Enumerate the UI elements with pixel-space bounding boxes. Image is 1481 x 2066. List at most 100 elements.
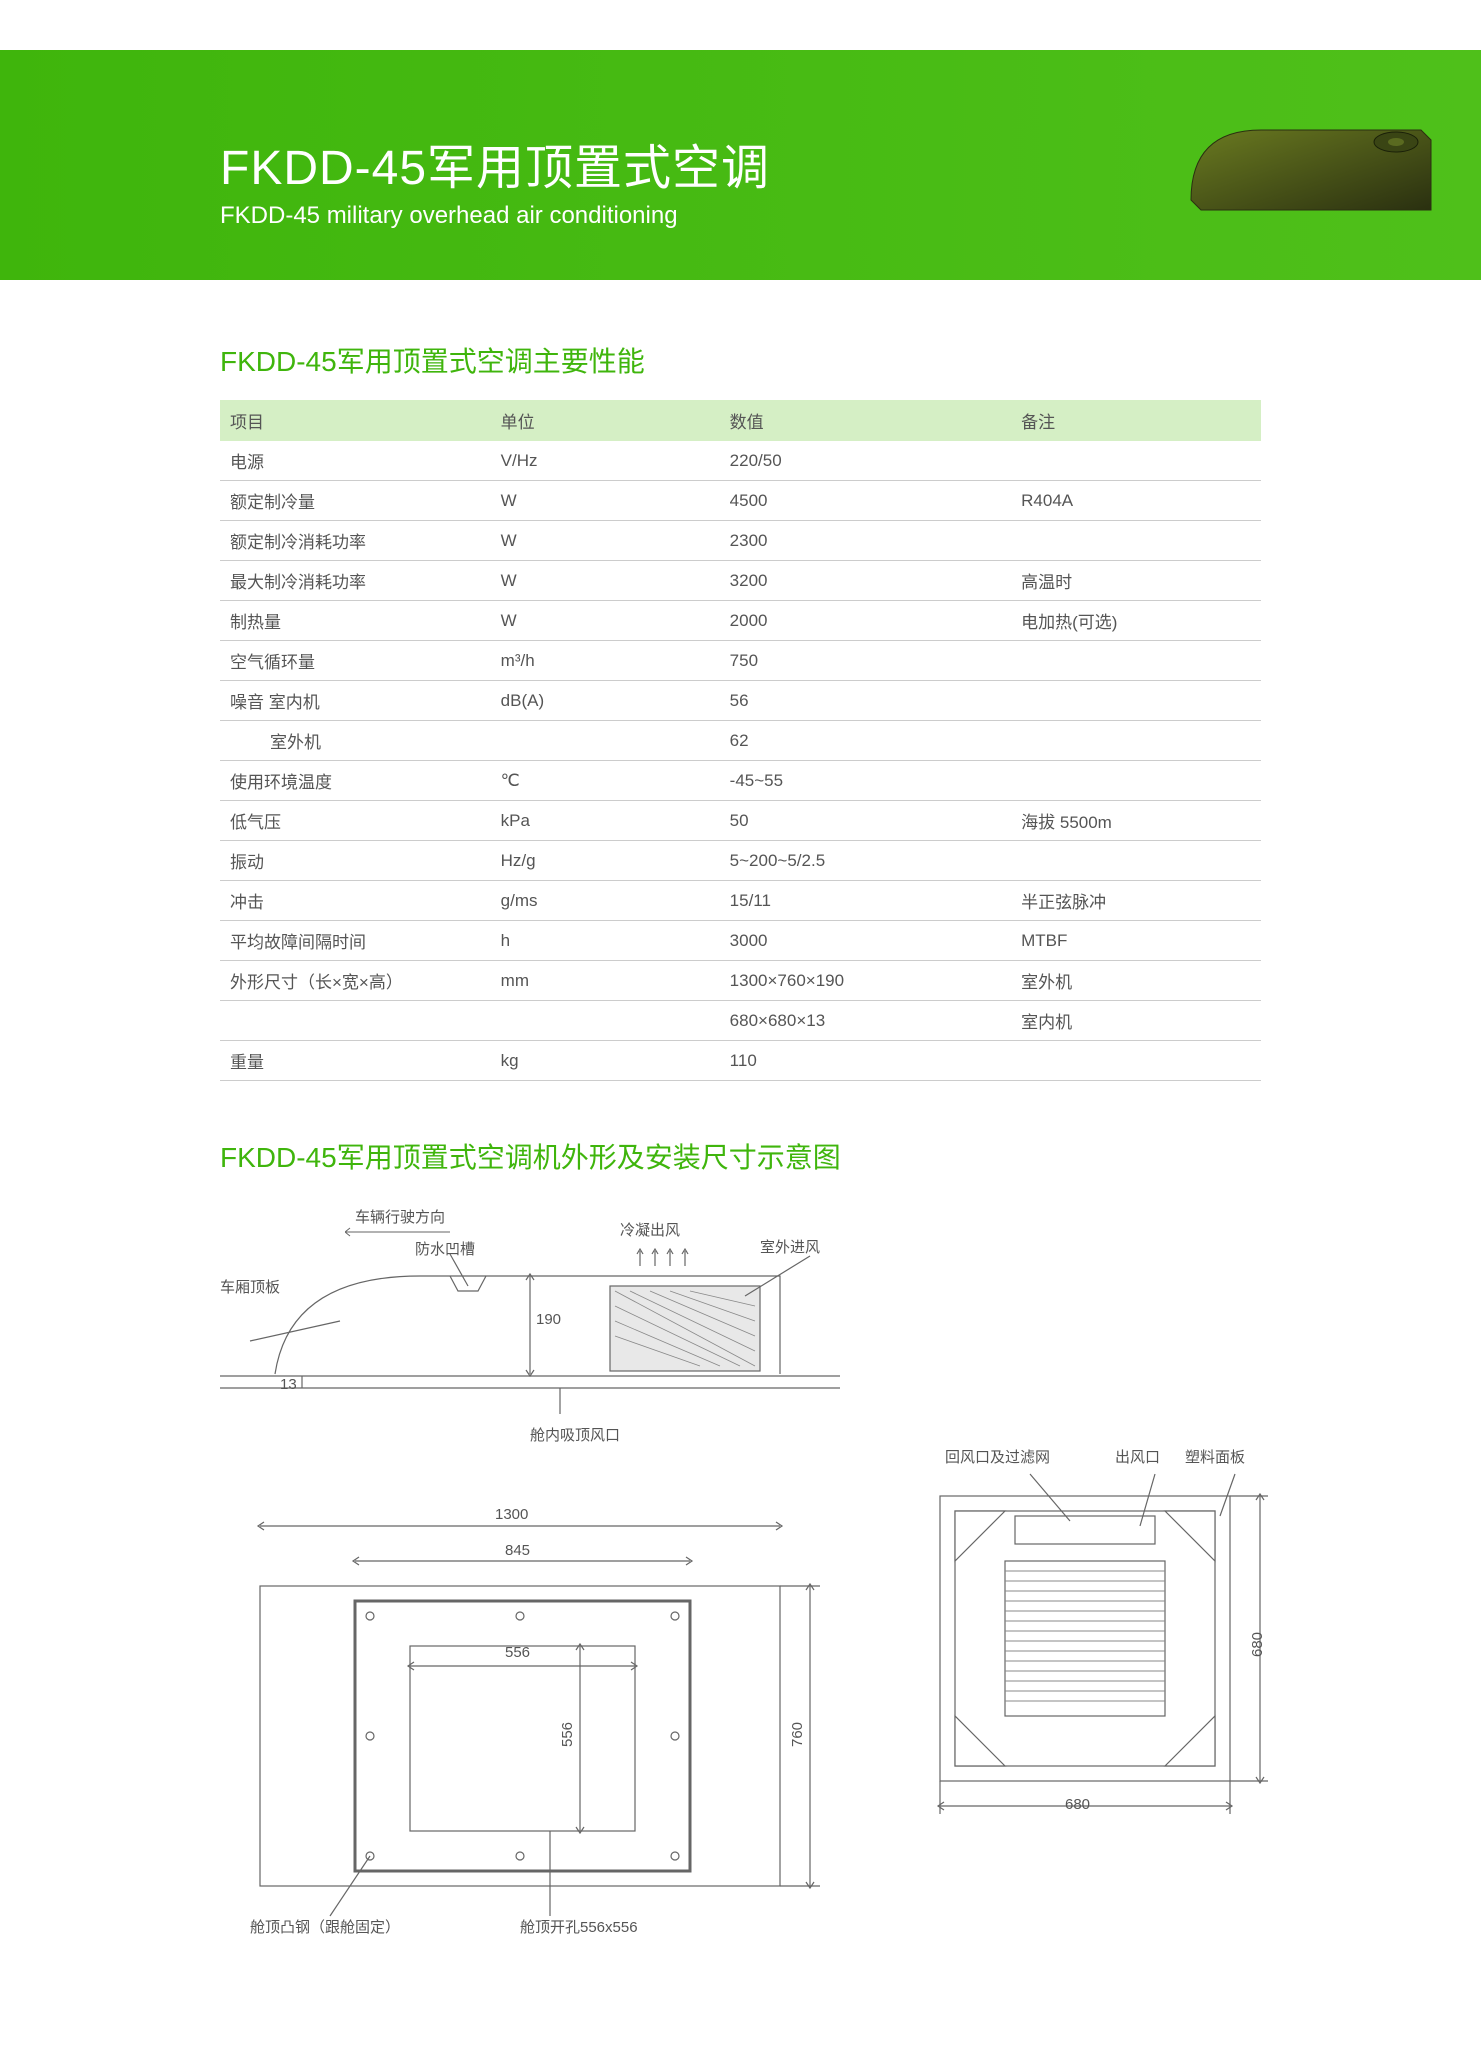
dim-190: 190 [536,1311,561,1328]
cell-value: 62 [720,721,1011,761]
table-row: 最大制冷消耗功率W3200高温时 [220,561,1261,601]
cell-note: 室内机 [1011,1001,1261,1041]
table-row: 额定制冷量W4500R404A [220,481,1261,521]
cell-item: 空气循环量 [220,641,491,681]
cell-unit: V/Hz [491,441,720,481]
cell-value: 5~200~5/2.5 [720,841,1011,881]
cell-note: 电加热(可选) [1011,601,1261,641]
cell-value: 2300 [720,521,1011,561]
indoor-unit-diagram [920,1466,1280,1826]
cell-unit: m³/h [491,641,720,681]
diagram-section-title: FKDD-45军用顶置式空调机外形及安装尺寸示意图 [220,1136,1261,1176]
cell-unit: W [491,601,720,641]
lbl-outdoor-in: 室外进风 [760,1236,820,1257]
table-row: 制热量W2000电加热(可选) [220,601,1261,641]
th-item: 项目 [220,400,491,441]
cell-item: 额定制冷消耗功率 [220,521,491,561]
cell-item: 噪音 室内机 [220,681,491,721]
cell-value: 110 [720,1041,1011,1081]
lbl-condensate: 冷凝出风 [620,1219,680,1240]
cell-value: 2000 [720,601,1011,641]
cell-unit: mm [491,961,720,1001]
lbl-return-air: 回风口及过滤网 [945,1446,1050,1467]
spec-table: 项目 单位 数值 备注 电源V/Hz220/50额定制冷量W4500R404A额… [220,400,1261,1081]
table-row: 使用环境温度℃-45~55 [220,761,1261,801]
table-row: 680×680×13室内机 [220,1001,1261,1041]
diagram-area: 车辆行驶方向 防水凹槽 车厢顶板 冷凝出风 室外进风 190 13 舱内吸顶风口 [220,1206,1261,1986]
dim-680w: 680 [1065,1796,1090,1813]
dim-556w: 556 [505,1644,530,1661]
cell-unit: dB(A) [491,681,720,721]
cell-item [220,1001,491,1041]
cell-note [1011,761,1261,801]
dim-845: 845 [505,1542,530,1559]
table-row: 外形尺寸（长×宽×高）mm1300×760×190室外机 [220,961,1261,1001]
cell-note [1011,841,1261,881]
cell-item: 低气压 [220,801,491,841]
cell-note: 室外机 [1011,961,1261,1001]
cell-value: 1300×760×190 [720,961,1011,1001]
cell-note: 高温时 [1011,561,1261,601]
cell-unit: ℃ [491,761,720,801]
cell-note: MTBF [1011,921,1261,961]
table-row: 冲击g/ms15/11半正弦脉冲 [220,881,1261,921]
top-view-diagram [220,1506,840,1946]
lbl-roof-hole: 舱顶开孔556x556 [520,1916,638,1937]
cell-item: 使用环境温度 [220,761,491,801]
cell-note: 海拔 5500m [1011,801,1261,841]
cell-item: 振动 [220,841,491,881]
th-note: 备注 [1011,400,1261,441]
table-row: 平均故障间隔时间h3000MTBF [220,921,1261,961]
cell-unit: kg [491,1041,720,1081]
lbl-waterproof: 防水凹槽 [415,1238,475,1259]
cell-item: 室外机 [220,721,491,761]
cell-note [1011,441,1261,481]
cell-note [1011,521,1261,561]
cell-value: 15/11 [720,881,1011,921]
th-unit: 单位 [491,400,720,441]
cell-item: 额定制冷量 [220,481,491,521]
cell-item: 制热量 [220,601,491,641]
dim-760: 760 [789,1722,806,1747]
cell-note [1011,721,1261,761]
table-row: 额定制冷消耗功率W2300 [220,521,1261,561]
table-row: 噪音 室内机dB(A)56 [220,681,1261,721]
table-row: 电源V/Hz220/50 [220,441,1261,481]
cell-value: 680×680×13 [720,1001,1011,1041]
cell-value: 56 [720,681,1011,721]
lbl-ceiling-vent: 舱内吸顶风口 [530,1424,620,1445]
cell-unit: kPa [491,801,720,841]
table-row: 重量kg110 [220,1041,1261,1081]
side-view-diagram [220,1236,840,1426]
cell-note: 半正弦脉冲 [1011,881,1261,921]
cell-note [1011,681,1261,721]
spec-section-title: FKDD-45军用顶置式空调主要性能 [220,340,1261,380]
cell-item: 冲击 [220,881,491,921]
cell-unit: Hz/g [491,841,720,881]
dim-680h: 680 [1249,1632,1266,1657]
cell-item: 电源 [220,441,491,481]
cell-value: 3000 [720,921,1011,961]
cell-unit: W [491,561,720,601]
product-image [1171,100,1441,240]
cell-unit: h [491,921,720,961]
content-area: FKDD-45军用顶置式空调主要性能 项目 单位 数值 备注 电源V/Hz220… [0,280,1481,2066]
spec-table-header-row: 项目 单位 数值 备注 [220,400,1261,441]
lbl-roof-panel: 车厢顶板 [220,1276,280,1297]
dim-13: 13 [280,1376,297,1393]
hero-banner: FKDD-45军用顶置式空调 FKDD-45 military overhead… [0,50,1481,280]
dim-556h: 556 [559,1722,576,1747]
cell-value: -45~55 [720,761,1011,801]
cell-unit: g/ms [491,881,720,921]
cell-unit: W [491,521,720,561]
dim-1300: 1300 [495,1506,528,1523]
lbl-outlet: 出风口 [1115,1446,1160,1467]
cell-note [1011,1041,1261,1081]
cell-unit: W [491,481,720,521]
cell-value: 750 [720,641,1011,681]
table-row: 室外机 62 [220,721,1261,761]
cell-value: 4500 [720,481,1011,521]
cell-item: 外形尺寸（长×宽×高） [220,961,491,1001]
cell-note: R404A [1011,481,1261,521]
cell-unit [491,1001,720,1041]
